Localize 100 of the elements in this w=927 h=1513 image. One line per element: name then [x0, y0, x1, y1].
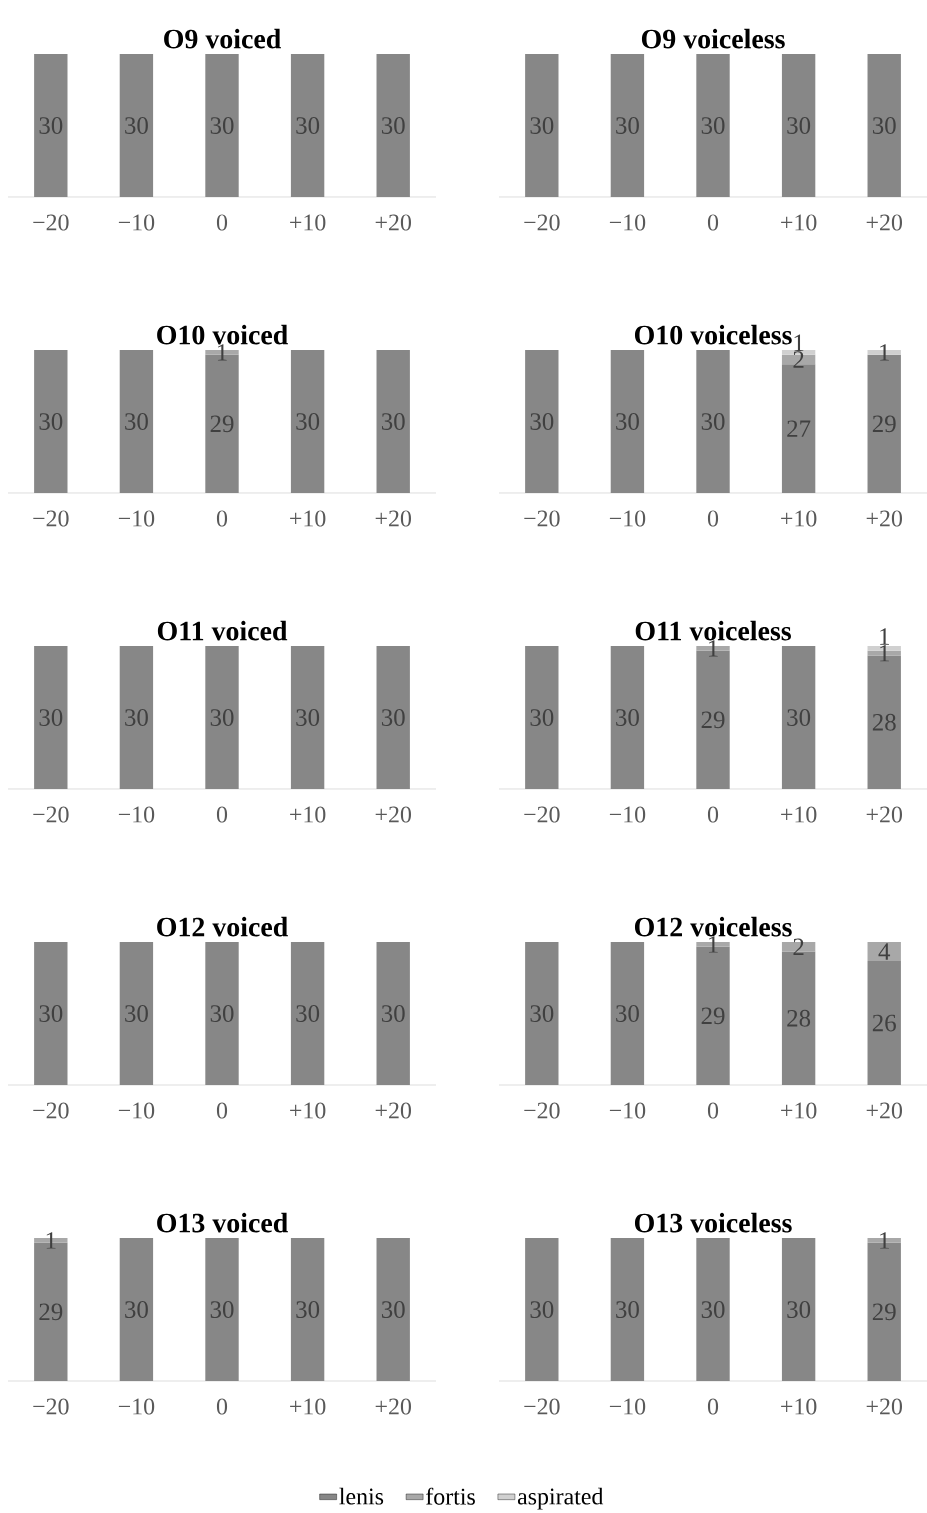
x-tick-label: +20 — [375, 510, 411, 527]
data-label: 29 — [872, 1303, 896, 1321]
data-label: 30 — [296, 117, 320, 134]
data-label: 30 — [381, 1005, 405, 1022]
x-tick-label: +20 — [375, 1102, 411, 1119]
data-label: 30 — [616, 117, 639, 134]
x-tick-label: +20 — [866, 1398, 903, 1415]
x-tick-label: −10 — [118, 510, 155, 527]
data-label: 30 — [210, 709, 234, 726]
x-tick-label: 0 — [707, 1398, 719, 1415]
x-tick-label: −20 — [33, 806, 69, 823]
data-label: 30 — [787, 709, 811, 726]
data-label: 30 — [39, 117, 63, 134]
data-label: 1 — [880, 628, 889, 645]
data-label: 30 — [701, 1301, 725, 1318]
data-label: 30 — [296, 413, 320, 430]
x-tick-label: −10 — [118, 214, 155, 231]
chart-title: O9 voiceless — [641, 28, 785, 49]
chart-title: O9 voiced — [164, 28, 281, 49]
x-tick-label: +10 — [781, 1398, 817, 1415]
x-tick-label: +20 — [375, 1398, 411, 1415]
chart-title: O10 voiced — [157, 324, 288, 345]
x-tick-label: +10 — [781, 214, 817, 231]
data-label: 30 — [296, 1301, 320, 1318]
data-label: 30 — [39, 709, 63, 726]
x-tick-label: −10 — [118, 1102, 155, 1119]
data-label: 30 — [787, 1301, 811, 1318]
x-tick-label: +20 — [866, 806, 903, 823]
x-tick-label: 0 — [707, 510, 719, 527]
data-label: 30 — [701, 413, 725, 430]
chart-title: O12 voiced — [157, 916, 288, 937]
data-label: 30 — [381, 117, 405, 134]
x-tick-label: 0 — [216, 214, 228, 231]
x-tick-label: −20 — [524, 214, 560, 231]
x-tick-label: +10 — [290, 1398, 326, 1415]
x-tick-label: −10 — [609, 510, 646, 527]
data-label: 26 — [872, 1014, 896, 1032]
x-tick-label: −20 — [33, 1102, 69, 1119]
data-label: 28 — [787, 1009, 811, 1027]
data-label: 30 — [125, 413, 148, 430]
data-label: 30 — [125, 1301, 148, 1318]
data-label: 2 — [793, 351, 804, 368]
data-label: 30 — [872, 117, 896, 134]
x-tick-label: +10 — [781, 510, 817, 527]
legend-label: fortis — [426, 1487, 475, 1505]
x-tick-label: 0 — [216, 1102, 228, 1119]
data-label: 30 — [530, 1005, 554, 1022]
data-label: 30 — [381, 709, 405, 726]
x-tick-label: +10 — [781, 1102, 817, 1119]
data-label: 30 — [530, 1301, 554, 1318]
data-label: 29 — [39, 1303, 63, 1321]
data-label: 30 — [125, 1005, 148, 1022]
x-tick-label: −20 — [33, 1398, 69, 1415]
x-tick-label: −20 — [524, 1398, 560, 1415]
x-tick-label: −10 — [609, 1102, 646, 1119]
data-label: 29 — [210, 415, 234, 433]
x-tick-label: +10 — [290, 510, 326, 527]
x-tick-label: −10 — [118, 806, 155, 823]
chart-title: O12 voiceless — [634, 916, 792, 937]
x-tick-label: −20 — [524, 1102, 560, 1119]
x-tick-label: +20 — [375, 806, 411, 823]
data-label: 30 — [616, 1301, 639, 1318]
x-tick-label: 0 — [216, 806, 228, 823]
x-tick-label: −10 — [118, 1398, 155, 1415]
bar — [610, 941, 645, 1085]
data-label: 30 — [210, 1301, 234, 1318]
data-label: 30 — [616, 1005, 639, 1022]
x-tick-label: +20 — [375, 214, 411, 231]
chart-title: O13 voiced — [157, 1212, 288, 1233]
data-label: 30 — [381, 413, 405, 430]
chart-title: O11 voiced — [157, 620, 288, 641]
data-label: 1 — [880, 344, 889, 361]
data-label: 30 — [39, 413, 63, 430]
x-tick-label: +20 — [866, 1102, 903, 1119]
legend-label: lenis — [339, 1487, 384, 1505]
x-tick-label: −20 — [524, 510, 560, 527]
chart-title: O13 voiceless — [634, 1212, 792, 1233]
x-tick-label: 0 — [707, 214, 719, 231]
data-label: 30 — [530, 117, 554, 134]
data-label: 30 — [787, 117, 811, 134]
data-label: 27 — [787, 420, 811, 437]
data-label: 4 — [878, 943, 891, 960]
x-tick-label: −10 — [609, 806, 646, 823]
data-label: 30 — [210, 1005, 234, 1022]
chart-title: O10 voiceless — [634, 324, 792, 345]
data-label: 30 — [296, 1005, 320, 1022]
chart-title: O11 voiceless — [635, 620, 791, 641]
x-tick-label: +20 — [866, 214, 903, 231]
data-label: 30 — [381, 1301, 405, 1318]
data-label: 28 — [872, 713, 896, 731]
bar — [525, 941, 559, 1085]
x-tick-label: +10 — [290, 1102, 326, 1119]
data-label: 30 — [530, 413, 554, 430]
x-tick-label: +10 — [290, 806, 326, 823]
x-tick-label: −20 — [33, 214, 69, 231]
data-label: 30 — [296, 709, 320, 726]
data-label: 30 — [701, 117, 725, 134]
x-tick-label: 0 — [707, 806, 719, 823]
x-tick-label: +10 — [781, 806, 817, 823]
x-tick-label: −20 — [524, 806, 560, 823]
